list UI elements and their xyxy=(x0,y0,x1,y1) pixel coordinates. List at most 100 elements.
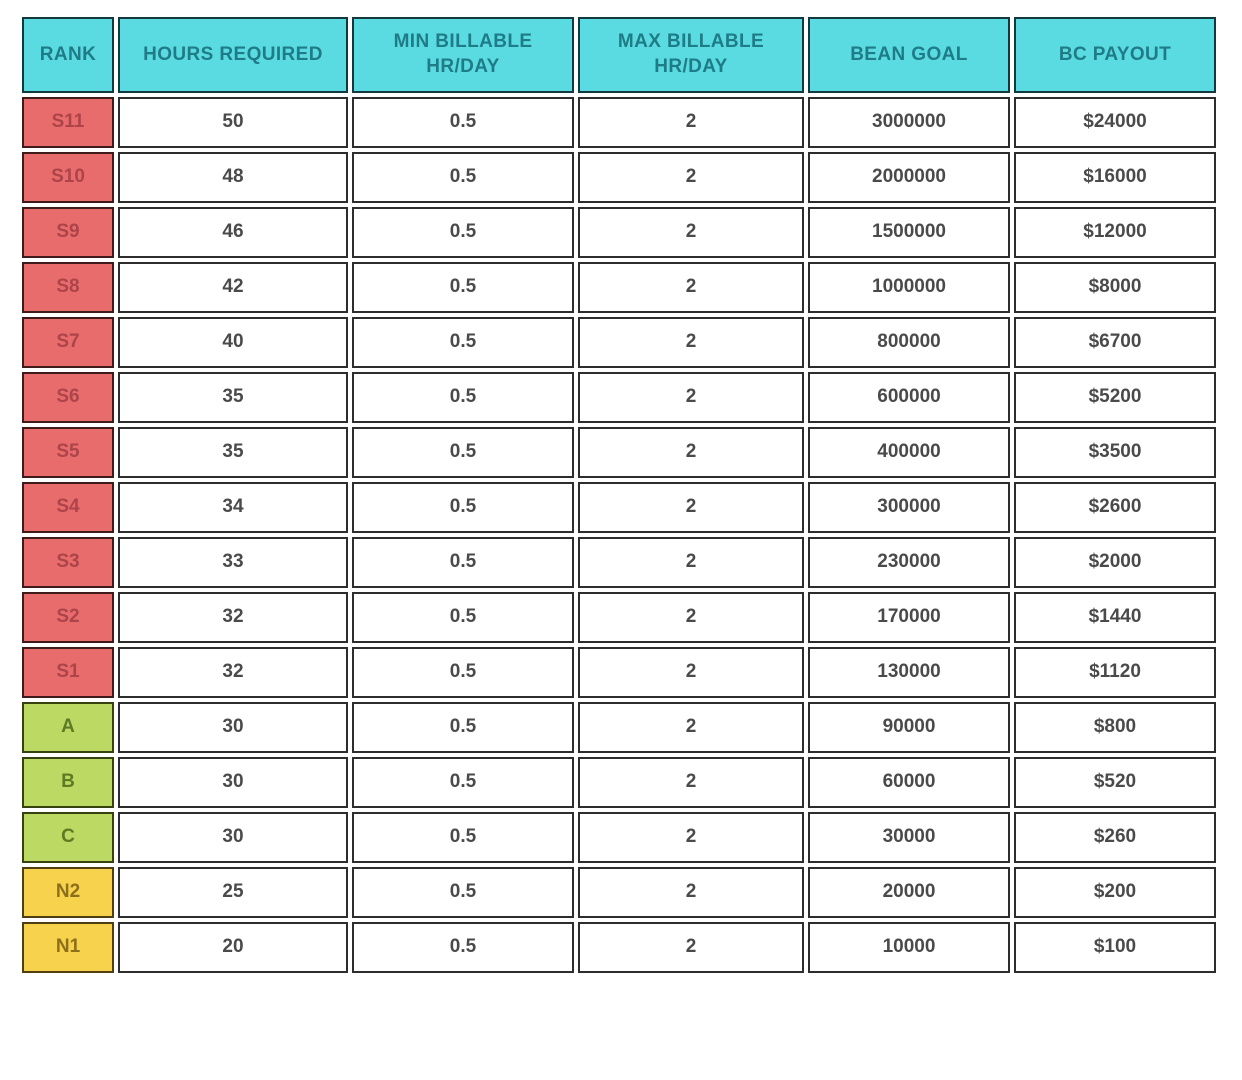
max-billable-cell: 2 xyxy=(578,152,804,203)
min-billable-cell: 0.5 xyxy=(352,207,574,258)
hours-required-cell: 34 xyxy=(118,482,348,533)
hours-required-cell: 30 xyxy=(118,757,348,808)
rank-cell: A xyxy=(22,702,114,753)
bc-payout-cell: $24000 xyxy=(1014,97,1216,148)
bc-payout-cell: $2600 xyxy=(1014,482,1216,533)
hours-required-cell: 50 xyxy=(118,97,348,148)
max-billable-cell: 2 xyxy=(578,922,804,973)
header-cell-hours: HOURS REQUIRED xyxy=(118,17,348,93)
min-billable-cell: 0.5 xyxy=(352,262,574,313)
bean-goal-cell: 300000 xyxy=(808,482,1010,533)
min-billable-cell: 0.5 xyxy=(352,152,574,203)
bean-goal-cell: 130000 xyxy=(808,647,1010,698)
bc-payout-cell: $800 xyxy=(1014,702,1216,753)
hours-required-cell: 30 xyxy=(118,702,348,753)
min-billable-cell: 0.5 xyxy=(352,482,574,533)
bc-payout-cell: $1120 xyxy=(1014,647,1216,698)
bc-payout-cell: $3500 xyxy=(1014,427,1216,478)
hours-required-cell: 35 xyxy=(118,427,348,478)
max-billable-cell: 2 xyxy=(578,372,804,423)
min-billable-cell: 0.5 xyxy=(352,317,574,368)
rank-cell: S5 xyxy=(22,427,114,478)
bc-payout-cell: $200 xyxy=(1014,867,1216,918)
rank-cell: S11 xyxy=(22,97,114,148)
rank-cell: S6 xyxy=(22,372,114,423)
bean-goal-cell: 90000 xyxy=(808,702,1010,753)
bean-goal-cell: 60000 xyxy=(808,757,1010,808)
bean-goal-cell: 1000000 xyxy=(808,262,1010,313)
max-billable-cell: 2 xyxy=(578,262,804,313)
rank-table: RANK HOURS REQUIRED MIN BILLABLE HR/DAY … xyxy=(22,17,1216,973)
max-billable-cell: 2 xyxy=(578,317,804,368)
bean-goal-cell: 30000 xyxy=(808,812,1010,863)
bc-payout-cell: $12000 xyxy=(1014,207,1216,258)
min-billable-cell: 0.5 xyxy=(352,592,574,643)
header-cell-rank: RANK xyxy=(22,17,114,93)
hours-required-cell: 20 xyxy=(118,922,348,973)
min-billable-cell: 0.5 xyxy=(352,702,574,753)
hours-required-cell: 32 xyxy=(118,592,348,643)
rank-cell: S3 xyxy=(22,537,114,588)
hours-required-cell: 48 xyxy=(118,152,348,203)
min-billable-cell: 0.5 xyxy=(352,757,574,808)
max-billable-cell: 2 xyxy=(578,702,804,753)
bean-goal-cell: 400000 xyxy=(808,427,1010,478)
max-billable-cell: 2 xyxy=(578,812,804,863)
max-billable-cell: 2 xyxy=(578,482,804,533)
rank-cell: N2 xyxy=(22,867,114,918)
bc-payout-cell: $260 xyxy=(1014,812,1216,863)
max-billable-cell: 2 xyxy=(578,537,804,588)
rank-cell: N1 xyxy=(22,922,114,973)
bean-goal-cell: 3000000 xyxy=(808,97,1010,148)
header-cell-bean-goal: BEAN GOAL xyxy=(808,17,1010,93)
bc-payout-cell: $1440 xyxy=(1014,592,1216,643)
bean-goal-cell: 170000 xyxy=(808,592,1010,643)
header-cell-bc-payout: BC PAYOUT xyxy=(1014,17,1216,93)
bc-payout-cell: $2000 xyxy=(1014,537,1216,588)
min-billable-cell: 0.5 xyxy=(352,537,574,588)
bean-goal-cell: 1500000 xyxy=(808,207,1010,258)
max-billable-cell: 2 xyxy=(578,757,804,808)
max-billable-cell: 2 xyxy=(578,207,804,258)
min-billable-cell: 0.5 xyxy=(352,812,574,863)
max-billable-cell: 2 xyxy=(578,427,804,478)
header-cell-min-billable: MIN BILLABLE HR/DAY xyxy=(352,17,574,93)
bean-goal-cell: 800000 xyxy=(808,317,1010,368)
bc-payout-cell: $100 xyxy=(1014,922,1216,973)
min-billable-cell: 0.5 xyxy=(352,647,574,698)
hours-required-cell: 33 xyxy=(118,537,348,588)
hours-required-cell: 30 xyxy=(118,812,348,863)
max-billable-cell: 2 xyxy=(578,647,804,698)
min-billable-cell: 0.5 xyxy=(352,867,574,918)
hours-required-cell: 35 xyxy=(118,372,348,423)
min-billable-cell: 0.5 xyxy=(352,372,574,423)
rank-cell: C xyxy=(22,812,114,863)
hours-required-cell: 40 xyxy=(118,317,348,368)
min-billable-cell: 0.5 xyxy=(352,97,574,148)
bean-goal-cell: 600000 xyxy=(808,372,1010,423)
max-billable-cell: 2 xyxy=(578,867,804,918)
rank-cell: S1 xyxy=(22,647,114,698)
bean-goal-cell: 20000 xyxy=(808,867,1010,918)
rank-cell: B xyxy=(22,757,114,808)
bc-payout-cell: $5200 xyxy=(1014,372,1216,423)
hours-required-cell: 25 xyxy=(118,867,348,918)
rank-cell: S9 xyxy=(22,207,114,258)
bean-goal-cell: 10000 xyxy=(808,922,1010,973)
bc-payout-cell: $16000 xyxy=(1014,152,1216,203)
header-cell-max-billable: MAX BILLABLE HR/DAY xyxy=(578,17,804,93)
bc-payout-cell: $8000 xyxy=(1014,262,1216,313)
rank-cell: S2 xyxy=(22,592,114,643)
bc-payout-cell: $520 xyxy=(1014,757,1216,808)
rank-cell: S8 xyxy=(22,262,114,313)
bean-goal-cell: 230000 xyxy=(808,537,1010,588)
min-billable-cell: 0.5 xyxy=(352,427,574,478)
rank-cell: S4 xyxy=(22,482,114,533)
bc-payout-cell: $6700 xyxy=(1014,317,1216,368)
hours-required-cell: 46 xyxy=(118,207,348,258)
min-billable-cell: 0.5 xyxy=(352,922,574,973)
hours-required-cell: 32 xyxy=(118,647,348,698)
max-billable-cell: 2 xyxy=(578,97,804,148)
rank-cell: S7 xyxy=(22,317,114,368)
